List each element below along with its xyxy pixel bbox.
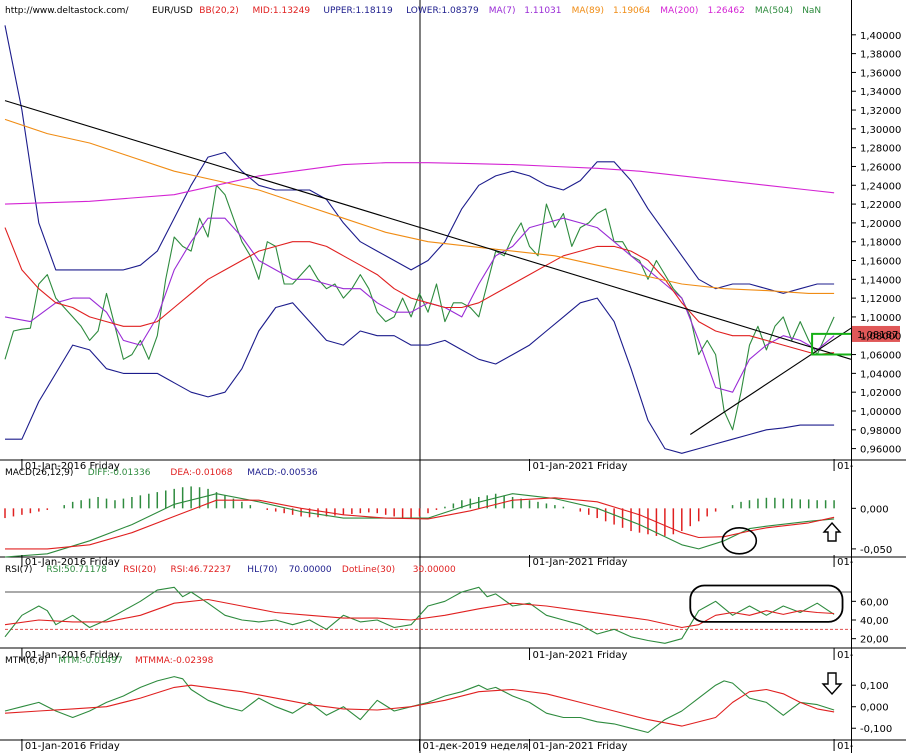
series-line (4, 676, 835, 734)
y-tick-label: 1,24000 (860, 181, 901, 192)
y-tick-label: -0,100 (860, 724, 892, 735)
series-line (4, 586, 835, 644)
panel-header-item: MACD:-0.00536 (247, 468, 318, 478)
panel-header-item: MACD(26,12,9) (5, 468, 73, 478)
y-tick-label: 1,08000 (860, 332, 901, 343)
panel-header-item: RSI:50.71178 (46, 565, 107, 575)
date-label: 01- (837, 557, 854, 568)
y-tick-label: 1,38000 (860, 50, 901, 61)
y-tick-label: 40,00 (860, 616, 889, 627)
series-line (4, 493, 835, 558)
price-marker-box (811, 332, 851, 356)
series-line (4, 598, 835, 629)
site-url[interactable]: http://www.deltastock.com/ (5, 6, 129, 16)
y-tick-label: 0,98000 (860, 426, 901, 437)
panel-header-item: MTM:-0.01497 (58, 656, 123, 666)
y-tick-label: 1,26000 (860, 162, 901, 173)
y-tick-label: 0,96000 (860, 445, 901, 456)
series-layer (4, 25, 852, 734)
date-label: 01-Jan-2021 Friday (533, 650, 628, 661)
panel-header-item: RSI(20) (123, 565, 156, 575)
panel-header-item: UPPER:1.18119 (323, 6, 393, 16)
date-label: 01-Jan-2016 Friday (25, 741, 120, 752)
y-tick-label: 1,10000 (860, 313, 901, 324)
y-tick-label: 20,00 (860, 635, 889, 646)
y-tick-label: 1,22000 (860, 200, 901, 211)
series-line (4, 227, 835, 356)
y-tick-label: 1,00000 (860, 407, 901, 418)
current-price-label: 1,08187 (857, 330, 898, 341)
date-label: 01- (837, 461, 854, 472)
panel-header-item: 70.00000 (289, 565, 332, 575)
annotation-ellipse (721, 526, 758, 555)
y-tick-label: 1,20000 (860, 219, 901, 230)
series-line (5, 497, 835, 550)
panel-header-item: MA(89) (572, 6, 604, 16)
text-layer: http://www.deltastock.com/ EUR/USD BB(20,… (5, 6, 901, 752)
panel-header-item: 1.26462 (708, 6, 745, 16)
panel-header-item: MA(7) (489, 6, 516, 16)
panel-header-item: DEA:-0.01068 (170, 468, 232, 478)
panel-header-item: DotLine(30) (342, 565, 395, 575)
axis-layer (21, 34, 900, 751)
series-line (4, 184, 835, 431)
panel-header-item: MID:1.13249 (253, 6, 311, 16)
annotation-oval (689, 584, 844, 623)
series-line (4, 100, 852, 360)
panel-header-item: BB(20,2) (199, 6, 238, 16)
date-label: 01-Jan-2021 Friday (533, 557, 628, 568)
panel-header-item: RSI:46.72237 (171, 565, 232, 575)
panel-header-item: 1.11031 (524, 6, 561, 16)
date-label: 01-Jan-2016 Friday (25, 650, 120, 661)
y-tick-label: 1,30000 (860, 125, 901, 136)
panel-header-item: RSI(7) (5, 565, 32, 575)
date-label: 01-Jan-2021 Friday (533, 741, 628, 752)
current-price-box (852, 325, 900, 342)
y-tick-label: 1,14000 (860, 275, 901, 286)
y-tick-label: 1,16000 (860, 257, 901, 268)
y-tick-label: -0,050 (860, 545, 892, 556)
series-line (5, 297, 835, 454)
y-tick-label: 0,100 (860, 681, 889, 692)
date-label: 01-Jan-2016 Friday (25, 461, 120, 472)
y-tick-label: 1,06000 (860, 351, 901, 362)
series-line (4, 25, 835, 294)
panel-header-item: MTM(6,6) (5, 656, 47, 666)
panel-header-item: DIFF:-0.01336 (88, 468, 151, 478)
y-tick-label: 1,12000 (860, 294, 901, 305)
series-line (4, 684, 835, 727)
series-line (689, 327, 852, 435)
panel-header-item: MA(200) (660, 6, 698, 16)
date-label: 01-дек-2019 неделя (423, 741, 529, 752)
panel-header-item: 1.19064 (613, 6, 650, 16)
y-tick-label: 1,02000 (860, 388, 901, 399)
date-label: 01-Jan-2016 Friday (25, 557, 120, 568)
panel-header-item: MA(504) (755, 6, 793, 16)
panel-header-item: NaN (802, 6, 821, 16)
date-label: 01- (837, 650, 854, 661)
panel-header-item: HL(70) (247, 565, 277, 575)
y-tick-label: 1,04000 (860, 369, 901, 380)
panel-header-item: LOWER:1.08379 (406, 6, 479, 16)
y-tick-label: 1,18000 (860, 238, 901, 249)
panel-header-item: EUR/USD (152, 6, 193, 16)
y-tick-label: 0,000 (860, 703, 889, 714)
y-tick-label: 60,00 (860, 597, 889, 608)
y-tick-label: 1,32000 (860, 106, 901, 117)
series-line (4, 118, 835, 294)
y-tick-label: 1,40000 (860, 31, 901, 42)
panel-header-item: MTMMA:-0.02398 (135, 656, 214, 666)
y-tick-label: 1,36000 (860, 68, 901, 79)
date-label: 01- (837, 741, 854, 752)
y-tick-label: 1,34000 (860, 87, 901, 98)
panel-header-item: 30.00000 (413, 565, 456, 575)
y-tick-label: 1,28000 (860, 144, 901, 155)
y-tick-label: 0,000 (860, 504, 889, 515)
down-arrow-icon (821, 672, 843, 696)
date-label: 01-Jan-2021 Friday (533, 461, 628, 472)
up-arrow-icon (822, 521, 842, 542)
series-line (4, 162, 835, 205)
